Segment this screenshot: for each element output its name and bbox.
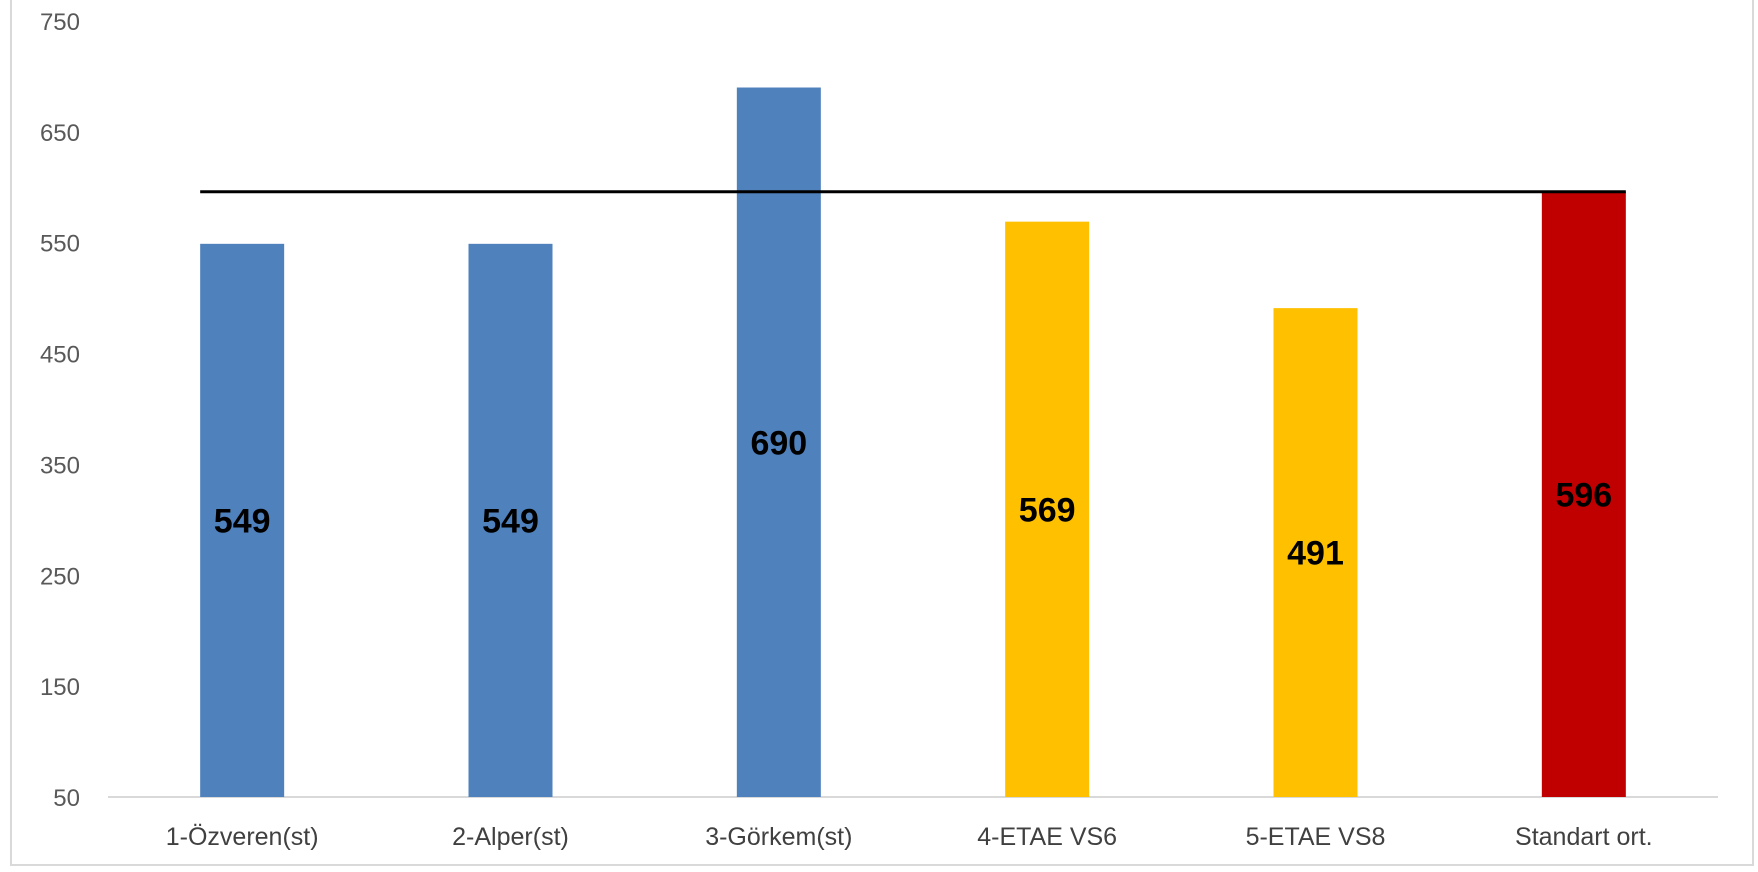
y-tick-label: 50	[53, 785, 80, 812]
x-tick-label: 2-Alper(st)	[452, 823, 569, 851]
bar	[468, 243, 553, 797]
bar	[736, 87, 821, 797]
y-axis-ticks: 50 150 250 350 450 550 650 750	[40, 9, 80, 812]
data-label: 690	[750, 424, 807, 462]
y-tick-label: 150	[40, 674, 80, 701]
bar	[1541, 191, 1626, 798]
data-label: 549	[482, 502, 539, 540]
y-tick-label: 450	[40, 342, 80, 369]
data-label: 549	[214, 502, 271, 540]
bar	[1005, 221, 1090, 797]
bar	[200, 243, 285, 797]
y-tick-label: 250	[40, 563, 80, 590]
x-tick-label: Standart ort.	[1515, 823, 1653, 851]
x-tick-label: 3-Görkem(st)	[705, 823, 852, 851]
x-tick-label: 1-Özveren(st)	[166, 823, 319, 851]
y-tick-label: 750	[40, 9, 80, 36]
data-label: 569	[1019, 491, 1076, 529]
chart-frame	[10, 0, 1754, 866]
x-tick-label: 4-ETAE VS6	[977, 823, 1117, 851]
bars	[200, 87, 1626, 798]
y-tick-label: 350	[40, 452, 80, 479]
bar	[1273, 308, 1358, 797]
x-axis-labels: 1-Özveren(st) 2-Alper(st) 3-Görkem(st) 4-ET…	[166, 823, 1653, 851]
data-labels: 549 549 690 569 491 596	[214, 424, 1612, 572]
data-label: 596	[1555, 476, 1612, 514]
data-label: 491	[1287, 535, 1344, 573]
x-tick-label: 5-ETAE VS8	[1246, 823, 1386, 851]
y-tick-label: 550	[40, 231, 80, 258]
y-tick-label: 650	[40, 120, 80, 147]
